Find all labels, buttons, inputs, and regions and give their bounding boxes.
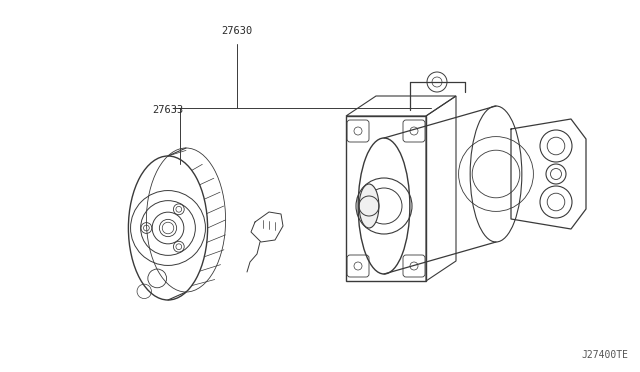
Text: 27630: 27630 (221, 26, 253, 36)
Text: J27400TE: J27400TE (581, 350, 628, 360)
Text: 27633: 27633 (152, 105, 183, 115)
Bar (346, 116, 426, 281)
Ellipse shape (359, 184, 379, 228)
